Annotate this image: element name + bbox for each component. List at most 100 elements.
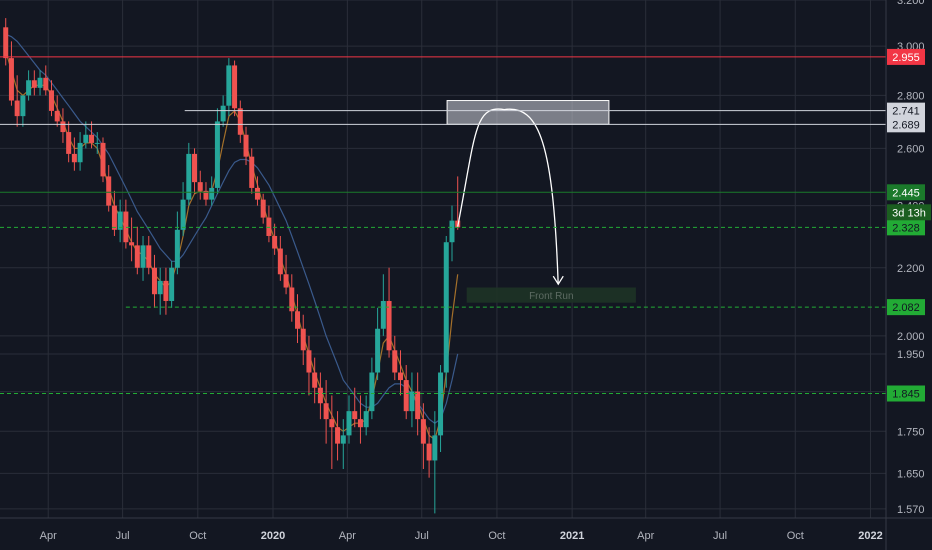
candle-body xyxy=(306,350,312,373)
candle-body xyxy=(226,65,232,106)
candle xyxy=(157,267,163,315)
price-tag-text: 1.845 xyxy=(892,389,920,401)
candle xyxy=(289,274,295,322)
candle-body xyxy=(151,267,157,295)
y-tick-label: 2.000 xyxy=(897,331,925,343)
candle-body xyxy=(3,27,9,59)
price-tag-text: 2.082 xyxy=(892,302,920,314)
x-tick-label: Apr xyxy=(40,530,57,542)
candle-body xyxy=(192,153,198,183)
y-tick-label: 1.650 xyxy=(897,468,925,480)
price-tag-2.955 xyxy=(887,48,925,65)
candle-body xyxy=(14,100,20,117)
candle-body xyxy=(83,134,89,143)
candle xyxy=(254,176,260,206)
candle xyxy=(197,170,203,200)
candle-body xyxy=(146,245,152,268)
y-tick-label: 1.950 xyxy=(897,349,925,361)
candle xyxy=(392,335,398,381)
candle xyxy=(54,95,60,127)
x-tick-label: Apr xyxy=(339,530,356,542)
price-tag-text: 2.689 xyxy=(892,119,920,131)
candle xyxy=(3,18,9,66)
candle-body xyxy=(449,220,455,243)
candle xyxy=(100,137,106,183)
candle xyxy=(151,254,157,308)
candle-body xyxy=(26,80,32,96)
candle-body xyxy=(134,245,140,268)
candle xyxy=(443,235,449,388)
candle xyxy=(380,274,386,336)
candle xyxy=(232,60,238,117)
candle xyxy=(329,395,335,470)
candle-body xyxy=(157,280,163,295)
price-tag-text: 2.445 xyxy=(892,187,920,199)
candle-body xyxy=(48,90,54,111)
candle xyxy=(317,372,323,420)
candle-body xyxy=(117,211,123,230)
x-tick-label: Oct xyxy=(787,530,804,542)
x-tick-label: 2022 xyxy=(858,530,882,542)
candle xyxy=(203,182,209,206)
candle-body xyxy=(352,411,358,420)
y-tick-label: 1.570 xyxy=(897,504,925,516)
candle-body xyxy=(186,153,192,200)
x-tick-label: 2020 xyxy=(261,530,285,542)
candle xyxy=(163,267,169,315)
price-tag-2.445 xyxy=(887,184,925,201)
candle xyxy=(31,70,37,96)
candle-body xyxy=(426,443,432,461)
candle-body xyxy=(289,287,295,312)
annotations: Front Run xyxy=(446,100,636,303)
price-tag-text: 2.328 xyxy=(892,222,920,234)
y-tick-label: 2.800 xyxy=(897,90,925,102)
candle xyxy=(403,365,409,420)
x-axis[interactable]: Apr Jul Oct 2020 Apr Jul Oct 2021 Apr Jul Oct 2022 xyxy=(0,517,932,542)
candle xyxy=(335,411,341,461)
candle-body xyxy=(20,95,26,117)
candle xyxy=(426,427,432,478)
candle xyxy=(438,365,444,452)
candle xyxy=(83,121,89,149)
candle xyxy=(77,132,83,171)
candle-body xyxy=(209,187,215,200)
candle-body xyxy=(266,217,272,236)
candle-body xyxy=(37,77,43,88)
candle-body xyxy=(174,229,180,268)
candle-body xyxy=(438,372,444,436)
candle-body xyxy=(60,121,66,133)
candle xyxy=(174,211,180,275)
candle xyxy=(340,419,346,470)
candle xyxy=(226,58,232,117)
y-tick-label: 2.600 xyxy=(897,143,925,155)
candle-body xyxy=(260,199,266,218)
candle-body xyxy=(357,419,363,428)
candle xyxy=(8,41,14,106)
candle xyxy=(48,80,54,117)
candle xyxy=(363,395,369,436)
candle-body xyxy=(295,311,301,329)
x-tick-label: Oct xyxy=(488,530,505,542)
y-axis[interactable]: 3.2003.0002.8002.6002.4002.2002.0001.950… xyxy=(885,0,931,550)
candle-body xyxy=(169,267,175,301)
candle-body xyxy=(220,105,226,122)
candle-body xyxy=(8,58,14,101)
candle xyxy=(415,372,421,436)
price-tag-2.328 xyxy=(887,219,925,236)
candle-body xyxy=(432,435,438,461)
candle xyxy=(243,126,249,166)
candle-body xyxy=(300,328,306,351)
candle xyxy=(106,165,112,212)
candle-body xyxy=(277,248,283,275)
candle-body xyxy=(254,187,260,200)
candle xyxy=(283,254,289,295)
candle xyxy=(266,205,272,243)
candle-body xyxy=(197,182,203,191)
x-tick-label: 2021 xyxy=(560,530,584,542)
candle xyxy=(111,190,117,236)
candle-body xyxy=(392,350,398,373)
candle xyxy=(169,261,175,308)
candle xyxy=(146,235,152,275)
candle xyxy=(117,199,123,243)
